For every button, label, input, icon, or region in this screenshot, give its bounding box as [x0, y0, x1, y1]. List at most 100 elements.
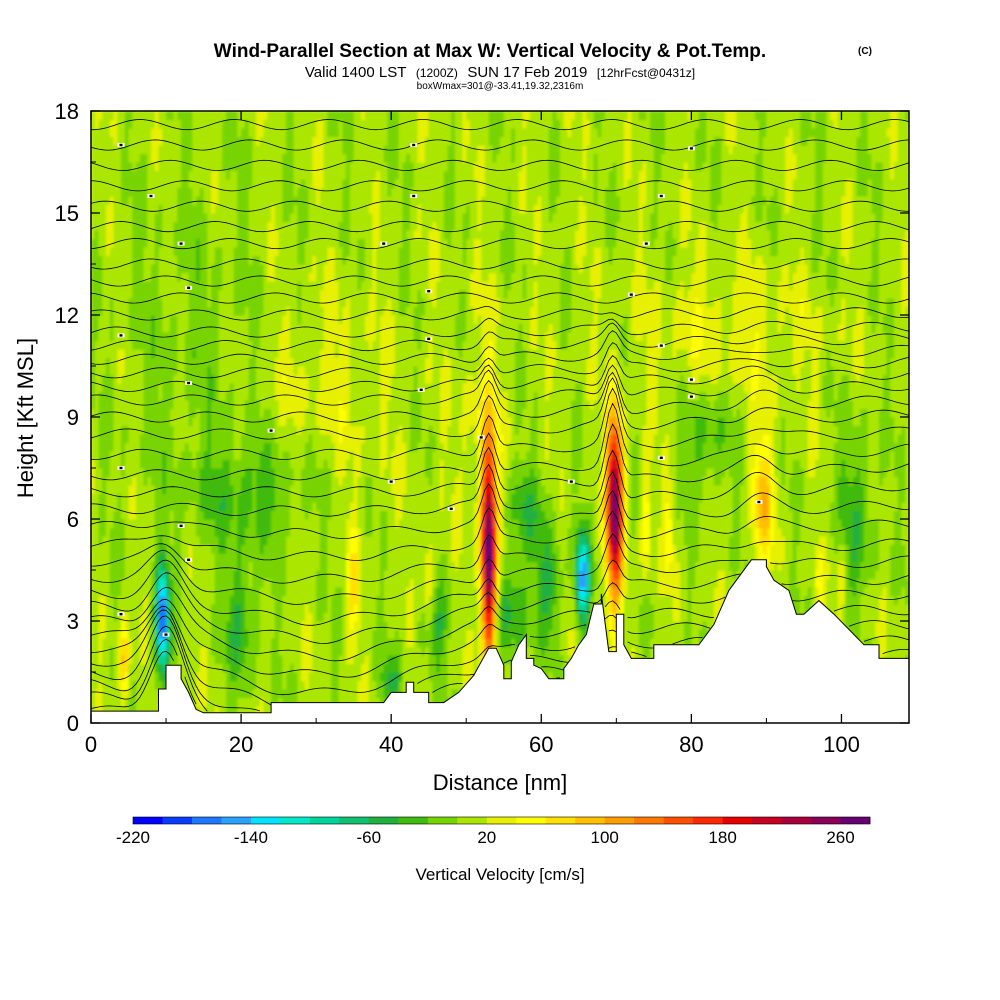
- theta-contours: [91, 119, 909, 712]
- colorbar-bin: [162, 817, 193, 824]
- theta-contour-label: [185, 285, 193, 290]
- theta-contour-line: [91, 275, 909, 287]
- colorbar-bin: [722, 817, 753, 824]
- colorbar-tick-label: -220: [116, 828, 150, 847]
- colorbar-tick-label: -60: [357, 828, 382, 847]
- colorbar-bin: [634, 817, 665, 824]
- theta-contour-label: [117, 466, 125, 470]
- theta-contour-label: [567, 479, 575, 484]
- theta-contour-label: [387, 479, 395, 484]
- colorbar-bin: [604, 817, 635, 824]
- theta-contour-line: [91, 615, 564, 712]
- theta-contour-label: [177, 241, 185, 246]
- theta-contour-label: [177, 523, 185, 528]
- theta-contour-label: [185, 381, 193, 385]
- theta-contour-line: [91, 533, 909, 605]
- y-tick-label: 12: [55, 303, 79, 328]
- theta-contour-line: [91, 355, 909, 392]
- theta-contour-label: [627, 292, 635, 297]
- theta-contour-line: [91, 423, 909, 498]
- y-tick-label: 9: [67, 405, 79, 430]
- x-tick-label: 100: [823, 732, 860, 757]
- theta-contour-label: [380, 241, 388, 246]
- theta-contour-line: [91, 402, 909, 481]
- x-tick-label: 80: [679, 732, 703, 757]
- chart-subtitle-box: boxWmax=301@-33.41,19.32,2316m: [417, 81, 584, 92]
- chart-subtitle-date: SUN 17 Feb 2019: [467, 64, 587, 81]
- theta-contour-line: [91, 510, 909, 584]
- theta-contour-label: [147, 194, 155, 198]
- y-axis: 0 3 6 9 12 15 18: [55, 99, 909, 736]
- colorbar-bin: [575, 817, 606, 824]
- terrain-mask: [91, 559, 909, 723]
- colorbar-bin: [516, 817, 547, 824]
- x-axis-label: Distance [nm]: [433, 770, 568, 795]
- theta-contour-line: [91, 605, 909, 696]
- theta-contour-line: [91, 180, 909, 192]
- x-axis: 0 20 40 60 80 100: [85, 111, 860, 757]
- colorbar-tick-label: 20: [477, 828, 496, 847]
- theta-contour-line: [91, 371, 909, 423]
- colorbar-label: Vertical Velocity [cm/s]: [415, 865, 584, 884]
- theta-contour-label: [755, 500, 763, 504]
- colorbar-bin: [427, 817, 458, 824]
- theta-contour-line: [91, 317, 909, 338]
- theta-contour-line: [91, 586, 909, 662]
- colorbar-bin: [280, 817, 311, 824]
- colorbar-tick-label: 260: [826, 828, 854, 847]
- theta-contour-line: [91, 559, 909, 626]
- theta-contour-line: [91, 238, 909, 250]
- theta-contour-label: [162, 632, 170, 637]
- theta-contour-line: [91, 139, 909, 151]
- theta-contour-line: [91, 609, 909, 706]
- chart-subtitle-zulu: (1200Z): [416, 66, 458, 80]
- theta-contour-line: [91, 221, 909, 233]
- colorbar: -220 -140 -60 20 100 180 260 Vertical Velocity…: [116, 816, 871, 884]
- theta-contour-label: [410, 194, 418, 198]
- theta-contour-label: [425, 289, 433, 294]
- colorbar-frame: [132, 816, 871, 825]
- theta-contour-label: [447, 506, 455, 511]
- y-axis-label: Height [Kft MSL]: [13, 338, 38, 498]
- theta-contour-line: [91, 449, 909, 517]
- theta-contour-line: [91, 364, 909, 406]
- theta-contour-line: [91, 200, 909, 212]
- colorbar-tick-label: 100: [591, 828, 619, 847]
- colorbar-bin: [221, 817, 252, 824]
- y-tick-label: 3: [67, 609, 79, 634]
- colorbar-bin: [693, 817, 723, 824]
- theta-contour-label: [687, 394, 695, 399]
- chart-subtitle-valid: Valid 1400 LST: [305, 64, 406, 81]
- theta-contour-line: [91, 471, 909, 540]
- theta-contour-line: [91, 387, 909, 460]
- y-tick-label: 0: [67, 711, 79, 736]
- colorbar-tick-label: -140: [234, 828, 268, 847]
- y-tick-label: 6: [67, 507, 79, 532]
- theta-contour-label: [657, 194, 665, 198]
- colorbar-bin: [663, 817, 694, 824]
- theta-contour-label: [687, 146, 695, 151]
- colorbar-bin: [840, 817, 871, 824]
- theta-contour-label: [687, 377, 695, 382]
- theta-contour-line: [91, 650, 174, 709]
- y-tick-label: 18: [55, 99, 79, 124]
- theta-contour-line: [91, 292, 909, 304]
- theta-contour-line: [91, 625, 561, 712]
- colorbar-bin: [545, 817, 576, 824]
- theta-contour-line: [91, 598, 909, 678]
- theta-contour-line: [91, 258, 909, 270]
- theta-contour-line: [91, 572, 909, 644]
- colorbar-bin: [457, 817, 488, 824]
- colorbar-ticks: -220 -140 -60 20 100 180 260: [116, 828, 855, 847]
- theta-contour-label: [117, 612, 125, 617]
- chart-title: Wind-Parallel Section at Max W: Vertical…: [214, 41, 766, 62]
- colorbar-bin: [752, 817, 782, 824]
- theta-contour-label: [657, 455, 665, 460]
- colorbar-bin: [781, 817, 812, 824]
- x-tick-label: 40: [379, 732, 403, 757]
- colorbar-bin: [339, 817, 370, 824]
- x-tick-label: 0: [85, 732, 97, 757]
- chart-subtitle-forecast: [12hrFcst@0431z]: [597, 66, 695, 80]
- theta-contour-line: [91, 306, 909, 321]
